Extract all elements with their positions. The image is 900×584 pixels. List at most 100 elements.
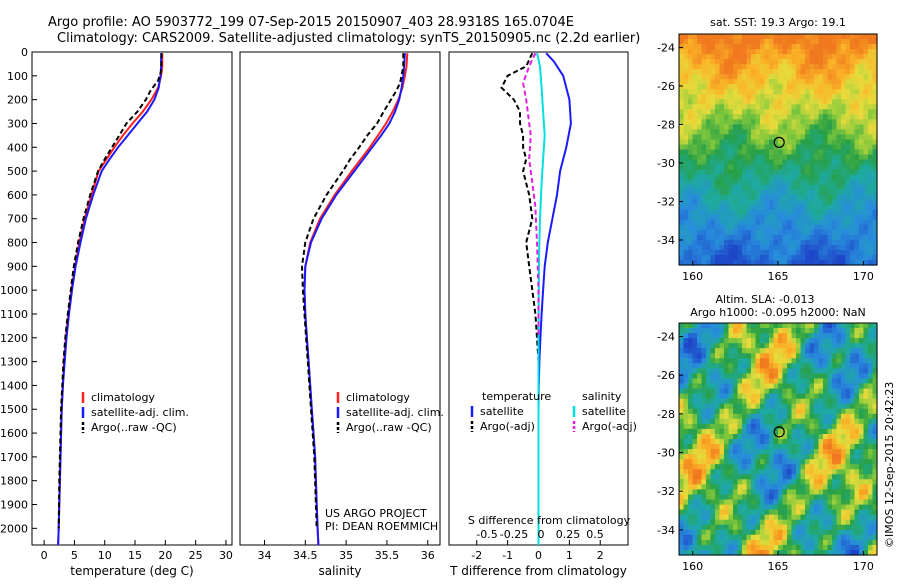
sst-map-cell <box>836 34 842 40</box>
sst-map-cell <box>782 169 788 176</box>
sst-y-tick-label: -30 <box>657 157 675 170</box>
sst-map-cell <box>872 49 878 55</box>
sst-map-cell <box>719 64 725 70</box>
sst-map-cell <box>872 189 878 196</box>
sst-map-cell <box>782 224 788 231</box>
sst-map-cell <box>800 134 806 140</box>
sla-map-cell <box>832 413 838 420</box>
sst-map-cell <box>805 39 811 45</box>
sla-map-cell <box>692 363 698 369</box>
sla-map-cell <box>688 373 694 379</box>
sla-map-cell <box>800 550 806 556</box>
salinity-legend-label: satellite-adj. clim. <box>346 406 444 419</box>
sla-map-cell <box>809 444 815 450</box>
sla-map-cell <box>764 338 770 344</box>
sst-map-cell <box>805 44 811 50</box>
sst-map-cell <box>706 124 712 130</box>
sst-map-cell <box>814 54 820 60</box>
sla-map-cell <box>791 509 797 516</box>
sla-map-cell <box>737 524 743 531</box>
sla-map-cell <box>760 434 766 440</box>
sst-map-cell <box>823 229 829 236</box>
sst-map-cell <box>859 104 865 110</box>
sla-map-cell <box>746 469 752 475</box>
sla-map-cell <box>787 439 793 445</box>
sst-map-cell <box>845 154 851 161</box>
sla-map-cell <box>841 514 847 521</box>
sla-map-cell <box>827 338 833 344</box>
sst-map-cell <box>692 194 698 201</box>
sst-map-cell <box>692 169 698 176</box>
sla-map-cell <box>782 529 788 536</box>
sst-map-cell <box>796 149 802 156</box>
sla-map-cell <box>868 368 874 374</box>
sst-map-cell <box>805 204 811 211</box>
sst-map-cell <box>760 144 766 151</box>
sst-map-cell <box>827 119 833 125</box>
sla-map-cell <box>706 499 712 506</box>
sla-map-cell <box>872 454 878 460</box>
sst-map-cell <box>863 39 869 45</box>
sla-map-cell <box>836 439 842 445</box>
sla-map-cell <box>823 388 829 395</box>
sst-map-cell <box>863 194 869 201</box>
sst-map-cell <box>760 84 766 90</box>
sla-map-cell <box>737 408 743 415</box>
sla-map-cell <box>692 514 698 521</box>
sst-map-cell <box>872 54 878 60</box>
sst-map-cell <box>773 129 779 135</box>
sla-map-cell <box>836 434 842 440</box>
sla-map-cell <box>859 494 865 501</box>
sst-map-cell <box>769 44 775 50</box>
sst-map-cell <box>818 209 824 216</box>
sla-map-cell <box>692 388 698 395</box>
sla-map-cell <box>859 454 865 460</box>
sst-map-cell <box>719 149 725 156</box>
sla-map-cell <box>724 378 730 385</box>
sst-map-cell <box>724 219 730 226</box>
sst-map-cell <box>827 139 833 146</box>
sst-map-cell <box>872 249 878 256</box>
sst-map-cell <box>683 99 689 105</box>
sst-map-cell <box>746 119 752 125</box>
sla-map-cell <box>836 393 842 400</box>
sla-map-cell <box>764 444 770 450</box>
sla-map-cell <box>701 444 707 450</box>
sla-map-cell <box>818 333 824 339</box>
sst-map-cell <box>814 119 820 125</box>
sla-map-cell <box>760 499 766 506</box>
sla-map-cell <box>859 328 865 334</box>
sla-map-cell <box>845 504 851 511</box>
sla-map-cell <box>796 464 802 470</box>
sst-map-cell <box>733 159 739 166</box>
sst-map-cell <box>809 109 815 115</box>
sla-map-cell <box>773 504 779 511</box>
sst-map-cell <box>742 119 748 125</box>
sst-map-cell <box>683 169 689 176</box>
sst-map-cell <box>715 109 721 115</box>
sst-map-cell <box>778 99 784 105</box>
sla-map-cell <box>728 373 734 379</box>
sst-map-cell <box>724 44 730 50</box>
sst-map-cell <box>800 229 806 236</box>
sst-map-cell <box>818 69 824 75</box>
sla-map-cell <box>733 550 739 556</box>
sla-map-cell <box>823 544 829 551</box>
sst-map-cell <box>746 59 752 65</box>
sst-map-cell <box>755 209 761 216</box>
sla-map-cell <box>742 398 748 405</box>
sla-map-cell <box>859 539 865 546</box>
sst-map-cell <box>832 44 838 50</box>
sst-map-cell <box>850 119 856 125</box>
sla-map-cell <box>859 378 865 385</box>
sla-map-cell <box>827 519 833 526</box>
sst-map-cell <box>827 194 833 201</box>
sla-map-cell <box>751 489 757 495</box>
sla-map-cell <box>683 444 689 450</box>
sla-y-tick-label: -34 <box>657 524 675 537</box>
sla-map-cell <box>746 408 752 415</box>
sla-map-cell <box>818 434 824 440</box>
sla-map-cell <box>710 383 716 390</box>
sst-map-cell <box>850 34 856 40</box>
sla-map-cell <box>697 428 703 435</box>
